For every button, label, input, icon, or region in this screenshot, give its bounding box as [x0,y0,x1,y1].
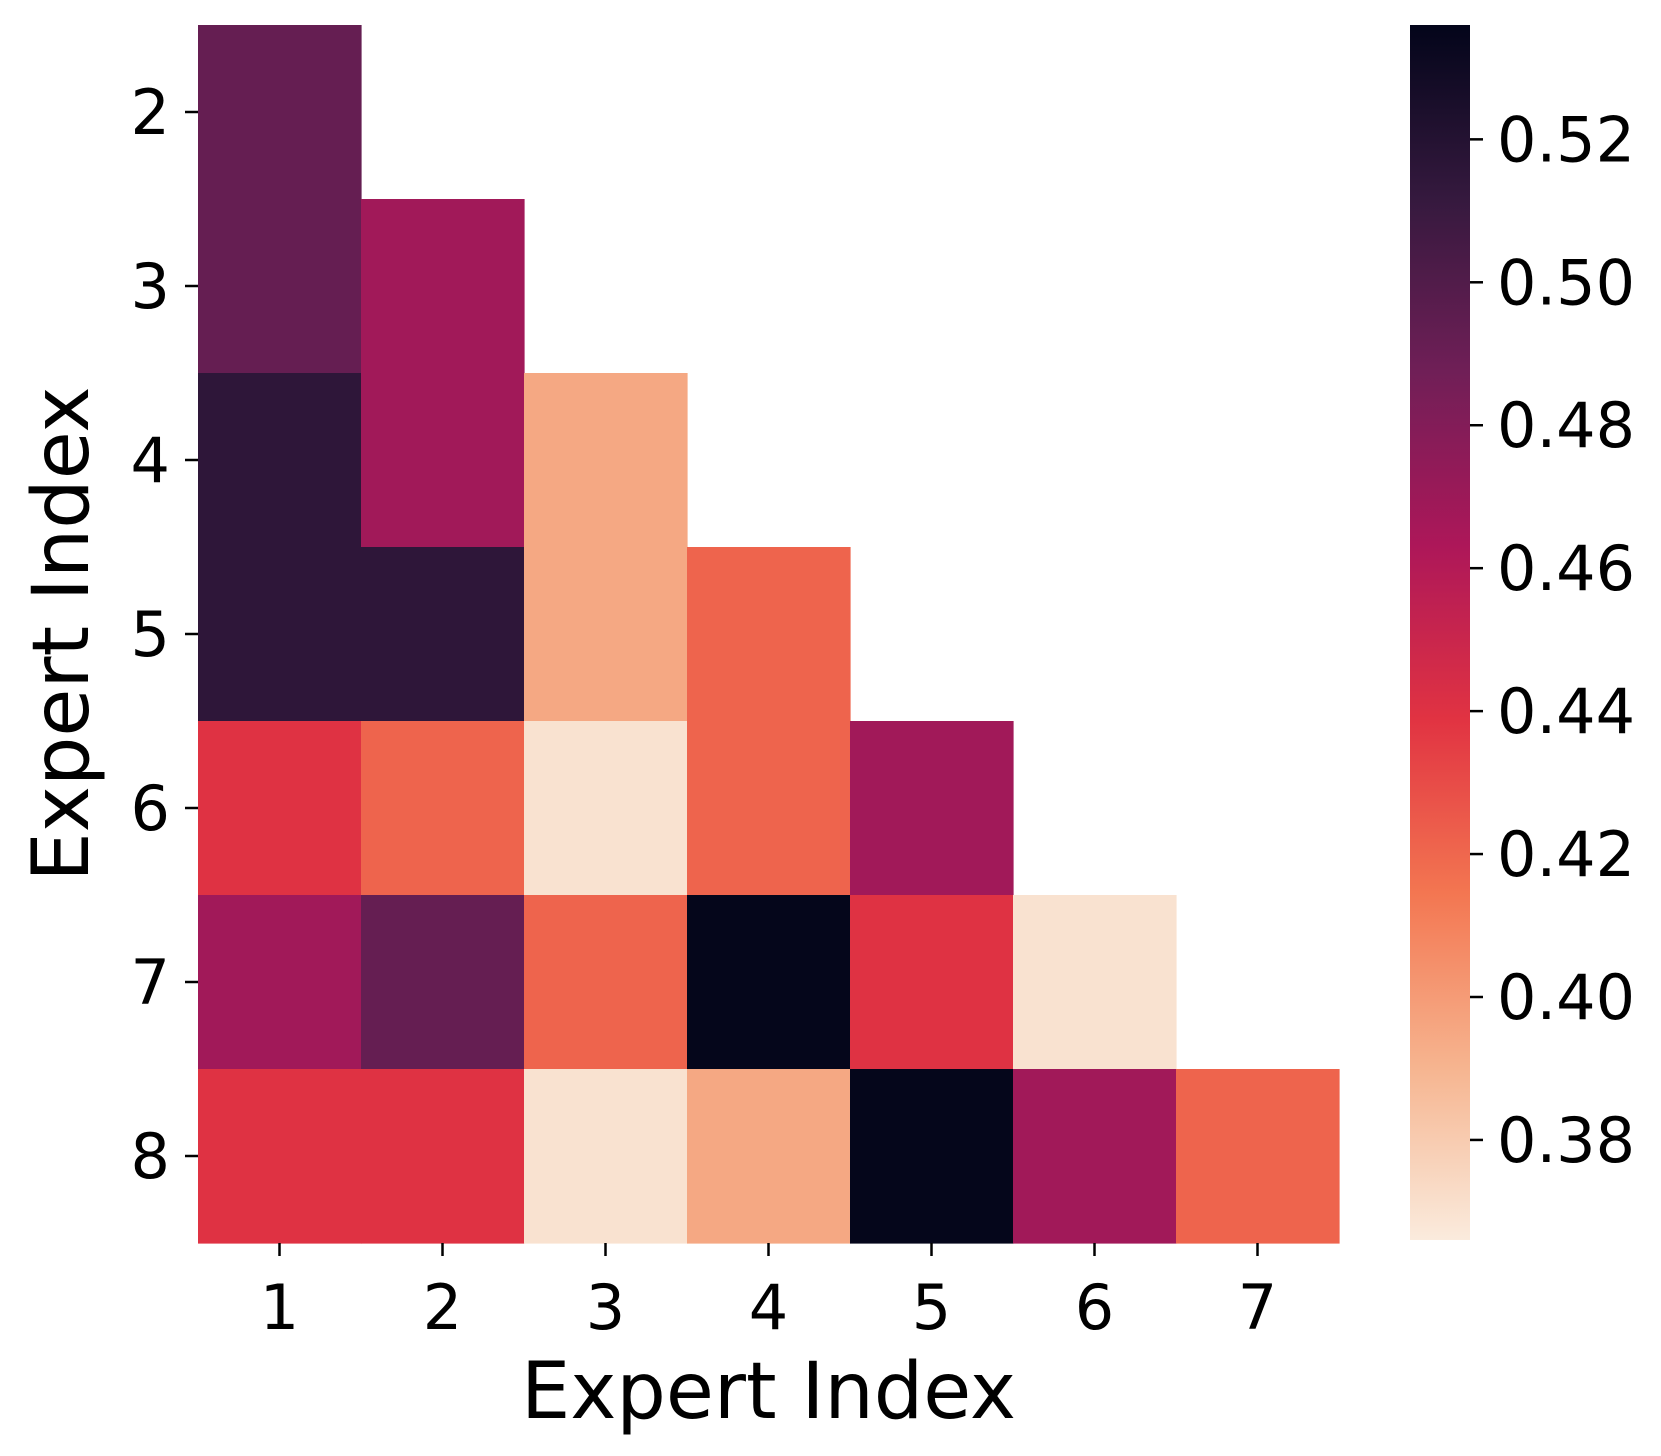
heatmap-cell [687,547,851,722]
heatmap-cell [1013,895,1177,1070]
colorbar-tick-label: 0.42 [1497,818,1635,891]
x-tick-label: 5 [912,1271,951,1344]
heatmap-cell [524,721,688,896]
heatmap-cells [198,25,1340,1244]
y-tick-label: 7 [131,946,170,1019]
y-axis-label: Expert Index [17,386,107,881]
colorbar-tick-label: 0.46 [1497,532,1635,605]
heatmap-cell [361,547,525,722]
heatmap-cell [524,1069,688,1244]
x-axis-label: Expert Index [521,1347,1016,1437]
x-axis-ticks: 1 2 3 4 5 6 7 [260,1243,1277,1344]
heatmap-cell [198,547,362,722]
x-tick-label: 3 [586,1271,625,1344]
colorbar-tick-label: 0.44 [1497,675,1635,748]
y-tick-label: 3 [131,250,170,323]
colorbar-tick-label: 0.52 [1497,103,1635,176]
heatmap-cell [850,895,1014,1070]
heatmap-cell [850,1069,1014,1244]
heatmap-cell [361,895,525,1070]
y-tick-label: 2 [131,76,170,149]
heatmap-cell [687,1069,851,1244]
heatmap-cell [198,373,362,548]
colorbar-tick-label: 0.50 [1497,246,1635,319]
heatmap-cell [850,721,1014,896]
y-tick-label: 8 [131,1120,170,1193]
heatmap-cell [524,373,688,548]
colorbar-tick-label: 0.40 [1497,961,1635,1034]
heatmap-cell [361,373,525,548]
colorbar-tick-label: 0.38 [1497,1104,1635,1177]
y-tick-label: 6 [131,772,170,845]
heatmap-cell [361,199,525,374]
heatmap-cell [361,721,525,896]
heatmap-cell [1013,1069,1177,1244]
x-tick-label: 2 [423,1271,462,1344]
heatmap-cell [198,25,362,200]
colorbar-ticks: 0.38 0.40 0.42 0.44 0.46 0.48 0.50 0.52 [1470,103,1635,1177]
heatmap-cell [198,199,362,374]
heatmap-cell [198,1069,362,1244]
x-tick-label: 4 [749,1271,788,1344]
heatmap-cell [198,895,362,1070]
heatmap-cell [524,895,688,1070]
colorbar [1410,25,1470,1240]
y-tick-label: 5 [131,598,170,671]
x-tick-label: 7 [1238,1271,1277,1344]
y-tick-label: 4 [131,424,170,497]
heatmap-cell [1176,1069,1340,1244]
colorbar-tick-label: 0.48 [1497,389,1635,462]
heatmap-cell [687,895,851,1070]
heatmap-cell [687,721,851,896]
heatmap-cell [524,547,688,722]
y-axis-ticks: 2 3 4 5 6 7 8 [131,76,198,1193]
x-tick-label: 1 [260,1271,299,1344]
heatmap-cell [198,721,362,896]
x-tick-label: 6 [1075,1271,1114,1344]
heatmap-cell [361,1069,525,1244]
